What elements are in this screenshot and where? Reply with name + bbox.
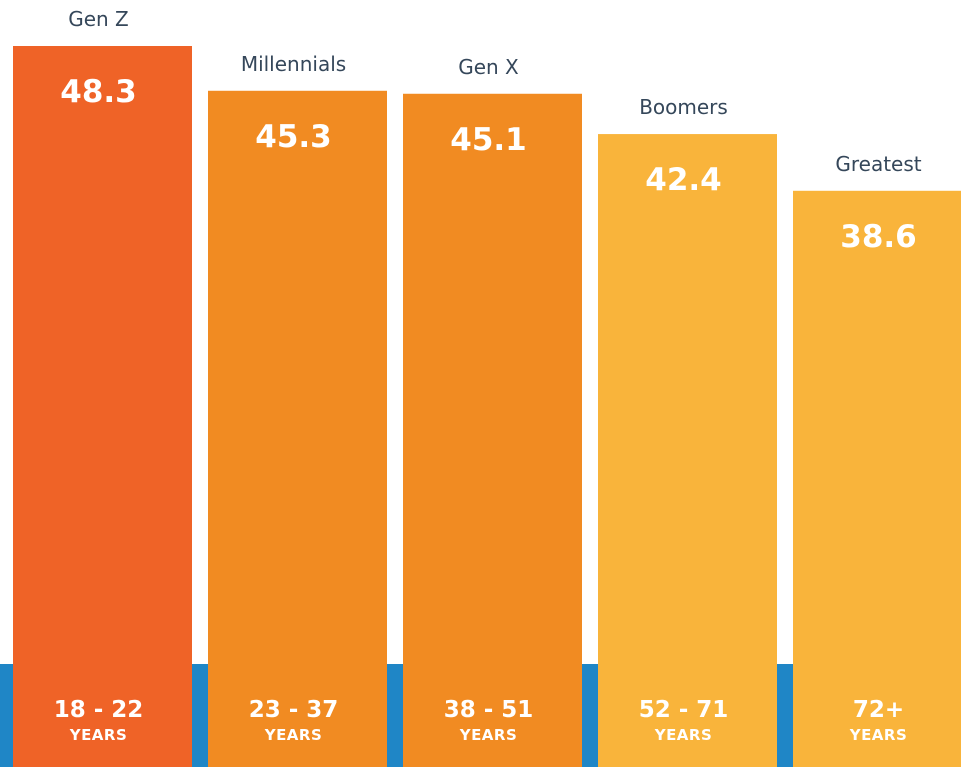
age-range-label: 52 - 71 <box>639 697 729 723</box>
bar <box>598 134 777 767</box>
age-unit-label: YEARS <box>459 726 518 744</box>
data-label: 45.1 <box>450 122 527 158</box>
age-unit-label: YEARS <box>264 726 323 744</box>
age-range-label: 38 - 51 <box>444 697 534 723</box>
bar <box>13 46 192 767</box>
data-label: 38.6 <box>840 219 917 255</box>
bar <box>208 90 387 767</box>
category-label: Gen X <box>458 55 519 79</box>
data-label: 48.3 <box>60 74 137 110</box>
category-label: Greatest <box>835 152 921 176</box>
data-label: 42.4 <box>645 162 722 198</box>
age-unit-label: YEARS <box>654 726 713 744</box>
data-label: 45.3 <box>255 119 332 155</box>
age-range-label: 23 - 37 <box>249 697 339 723</box>
age-range-label: 72+ <box>853 697 904 723</box>
bar <box>403 93 582 767</box>
age-range-label: 18 - 22 <box>54 697 144 723</box>
category-label: Gen Z <box>68 7 129 31</box>
bar <box>793 190 961 767</box>
category-label: Boomers <box>639 95 728 119</box>
age-unit-label: YEARS <box>849 726 908 744</box>
category-label: Millennials <box>241 52 346 76</box>
age-unit-label: YEARS <box>69 726 128 744</box>
